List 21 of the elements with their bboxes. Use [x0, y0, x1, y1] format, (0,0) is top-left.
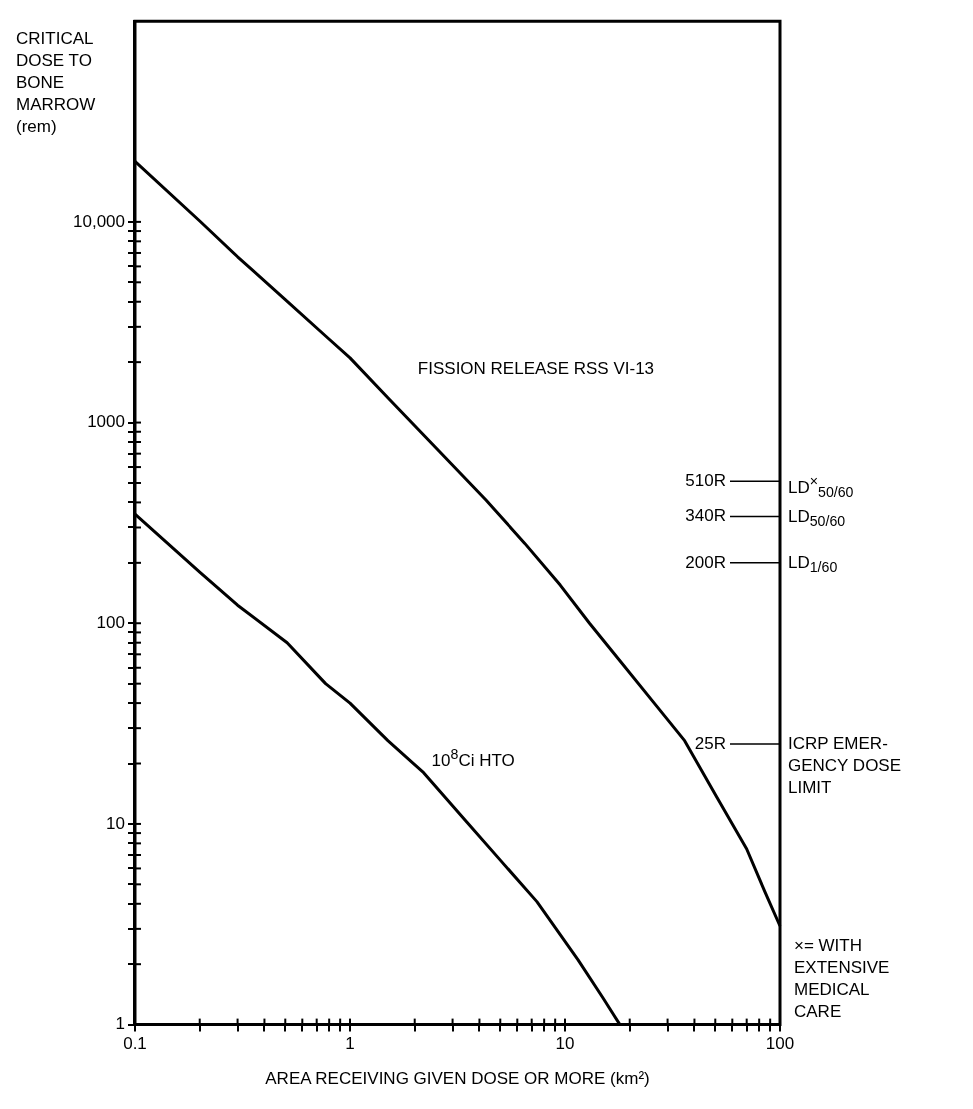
- text: ×= WITH EXTENSIVE MEDICAL CARE: [794, 934, 890, 1023]
- y-tick-label: 100: [96, 612, 125, 632]
- x-tick-label: 0.1: [123, 1034, 147, 1054]
- x-tick-label: 1: [345, 1034, 355, 1054]
- ref-line-label: 25R: [694, 733, 726, 753]
- x-axis-title: AREA RECEIVING GIVEN DOSE OR MORE (km²): [265, 1068, 650, 1090]
- text: FISSION RELEASE RSS VI-13: [417, 357, 655, 380]
- y-tick-label: 10: [106, 813, 125, 833]
- ref-line-label: 200R: [685, 552, 726, 572]
- text: LD$_{1/60}$: [788, 551, 838, 578]
- x-tick-label: 10: [555, 1034, 575, 1054]
- series-label: 10$^{8}$Ci HTO: [431, 744, 515, 772]
- ref-line-label: 510R: [685, 470, 726, 490]
- text: LD$_{50/60}$: [788, 505, 846, 531]
- y-tick-label: 1000: [87, 412, 125, 432]
- text: ICRP EMER- GENCY DOSE LIMIT: [788, 733, 902, 800]
- ref-line-label: 340R: [685, 506, 726, 526]
- y-tick-label: 1: [115, 1014, 125, 1034]
- x-tick-label: 100: [765, 1034, 795, 1054]
- y-tick-label: 10,000: [73, 211, 125, 231]
- y-axis-title: CRITICAL DOSE TO BONE MARROW (rem): [16, 28, 96, 138]
